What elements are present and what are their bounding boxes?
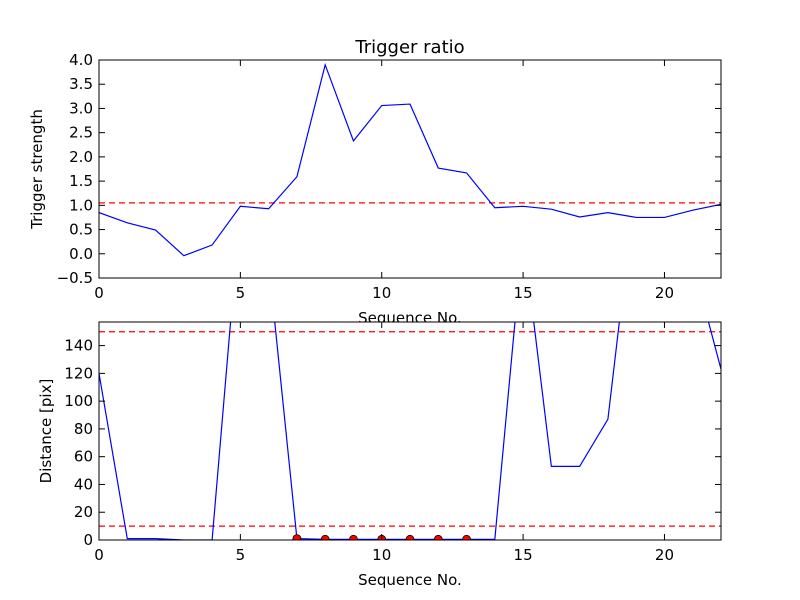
y-axis-label: Distance [pix] — [37, 379, 55, 484]
plot-area — [99, 322, 721, 540]
data-point — [349, 534, 358, 540]
x-tick-label: 10 — [372, 546, 391, 564]
x-tick-label: 20 — [655, 284, 674, 302]
y-tick-label: 1.5 — [69, 172, 93, 190]
y-tick-label: 120 — [64, 364, 93, 382]
x-tick-label: 10 — [372, 284, 391, 302]
plot-background — [99, 60, 721, 278]
y-tick-label: 80 — [74, 420, 93, 438]
ticks: 0 5 10 15 20 0 20 40 60 80 100 120 140 — [64, 322, 721, 564]
x-tick-label: 0 — [94, 546, 104, 564]
plot-background — [99, 322, 721, 540]
x-axis-label: Sequence No. — [358, 571, 462, 589]
plot-content — [99, 62, 721, 257]
y-tick-label: 40 — [74, 475, 93, 493]
data-point — [320, 534, 330, 540]
data-point — [462, 534, 471, 540]
y-tick-label: 2.5 — [69, 124, 93, 142]
y-tick-label: 3.5 — [69, 75, 93, 93]
ticks: 0 5 10 15 20 −0.5 0.0 0.5 1.0 1.5 2.0 2.5 3.0 3.5 4.0 — [57, 51, 721, 302]
x-tick-label: 5 — [236, 284, 246, 302]
y-tick-label: 100 — [64, 392, 93, 410]
series-line — [99, 62, 721, 257]
x-tick-label: 15 — [514, 546, 533, 564]
chart-title: Trigger ratio — [354, 37, 464, 58]
data-point — [405, 534, 415, 540]
y-axis-label: Trigger strength — [28, 109, 46, 230]
y-tick-label: 2.0 — [69, 148, 93, 166]
plot-area — [99, 60, 721, 278]
y-tick-label: 3.0 — [69, 99, 93, 117]
distance-chart: Distance [pix] 0 5 10 15 20 0 20 40 60 80 100 120 14… — [37, 321, 722, 589]
y-tick-label: 0.5 — [69, 221, 93, 239]
y-tick-label: 1.0 — [69, 196, 93, 214]
plot-frame — [98, 321, 722, 541]
x-tick-label: 20 — [655, 546, 674, 564]
data-point — [292, 534, 302, 540]
y-tick-label: 60 — [74, 448, 93, 466]
data-point — [433, 534, 443, 540]
x-tick-label: 0 — [94, 284, 104, 302]
y-tick-label: 0.0 — [69, 245, 93, 263]
x-tick-label: 15 — [514, 284, 533, 302]
x-tick-label: 5 — [236, 546, 246, 564]
y-tick-label: 140 — [64, 337, 93, 355]
plot-frame — [98, 59, 722, 279]
trigger-ratio-chart: Trigger ratio Trigger strength 0 5 10 15 20 −… — [28, 37, 722, 327]
y-tick-label: 20 — [74, 503, 93, 521]
y-tick-label: 0 — [83, 531, 93, 549]
y-tick-label: 4.0 — [69, 51, 93, 69]
y-tick-label: −0.5 — [57, 269, 93, 287]
